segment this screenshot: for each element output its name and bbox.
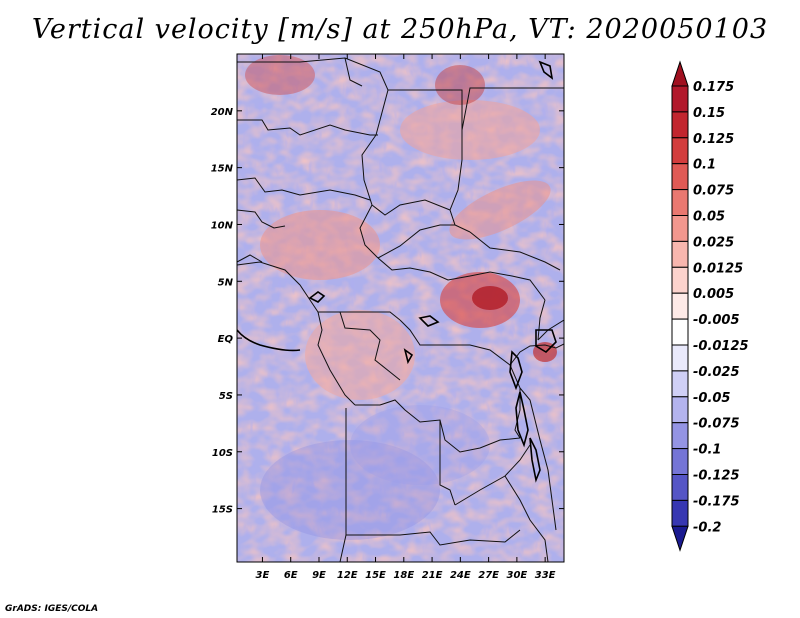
lon-label: 30E: [507, 570, 528, 581]
colorbar-label: 0.15: [693, 106, 725, 121]
colorbar-label: -0.0125: [693, 339, 749, 354]
colorbar-label: -0.05: [693, 391, 730, 406]
lon-label: 24E: [450, 570, 471, 581]
lon-label: 27E: [478, 570, 499, 581]
colorbar-swatch: [671, 396, 689, 424]
colorbar-label: 0.075: [693, 184, 734, 199]
colorbar-swatch: [671, 215, 689, 242]
colorbar-label: -0.1: [693, 443, 721, 458]
colorbar-swatch: [671, 240, 689, 268]
lon-label: 6E: [284, 570, 298, 581]
colorbar-swatch: [671, 344, 689, 372]
colorbar-label: 0.175: [693, 80, 734, 95]
lon-label: 18E: [393, 570, 414, 581]
colorbar-swatch: [671, 163, 689, 191]
colorbar-swatch: [671, 474, 689, 501]
map-frame: [236, 53, 565, 563]
colorbar-label: -0.175: [693, 494, 740, 509]
lat-label: 15N: [211, 164, 234, 175]
colorbar-label: 0.05: [693, 210, 725, 225]
colorbar-bottom-arrow: [671, 525, 689, 552]
lon-label: 21E: [422, 570, 443, 581]
colorbar: 0.175 0.15 0.125 0.1 0.075 0.05 0.025 0.0125 0.0…: [671, 60, 749, 552]
lat-label: 15S: [212, 505, 233, 516]
colorbar-swatch: [671, 189, 689, 217]
colorbar-label: -0.2: [693, 520, 721, 535]
colorbar-swatch: [671, 448, 689, 476]
map-title: Vertical velocity [m/s] at 250hPa, VT: 2…: [31, 14, 769, 45]
colorbar-label: -0.075: [693, 417, 740, 432]
colorbar-label: -0.125: [693, 469, 740, 484]
colorbar-swatch: [671, 292, 689, 320]
lat-label: 5S: [219, 391, 233, 402]
colorbar-swatch: [671, 266, 689, 294]
lon-label: 3E: [256, 570, 270, 581]
colorbar-label: 0.005: [693, 287, 734, 302]
velocity-field: [237, 54, 564, 562]
colorbar-swatch: [671, 137, 689, 165]
colorbar-swatch: [671, 318, 689, 346]
lakes-and-coast: [237, 60, 557, 483]
colorbar-label: -0.005: [693, 313, 740, 328]
colorbar-swatch: [671, 422, 689, 450]
country-borders: [237, 57, 564, 562]
longitude-axis: 3E 6E 9E 12E 15E 18E 21E 24E 27E 30E 33E: [256, 54, 556, 581]
lat-label: 10N: [211, 220, 234, 231]
lon-label: 33E: [535, 570, 556, 581]
lat-label: 10S: [212, 448, 233, 459]
colorbar-label: -0.025: [693, 365, 740, 380]
lon-label: 12E: [337, 570, 358, 581]
colorbar-swatch: [671, 499, 689, 527]
lat-label: 5N: [218, 277, 234, 288]
colorbar-swatch: [671, 85, 689, 113]
colorbar-label: 0.0125: [693, 261, 743, 276]
lat-label: 20N: [211, 107, 234, 118]
latitude-axis: 20N 15N 10N 5N EQ 5S 10S 15S: [211, 107, 564, 516]
colorbar-label: 0.025: [693, 235, 734, 250]
colorbar-top-arrow: [671, 60, 689, 87]
lat-label: EQ: [218, 334, 234, 345]
lon-label: 9E: [312, 570, 326, 581]
colorbar-label: 0.125: [693, 132, 734, 147]
colorbar-swatch: [671, 370, 689, 398]
grads-credit: GrADS: IGES/COLA: [5, 604, 99, 614]
colorbar-label: 0.1: [693, 158, 716, 173]
colorbar-swatch: [671, 111, 689, 139]
lon-label: 15E: [365, 570, 386, 581]
